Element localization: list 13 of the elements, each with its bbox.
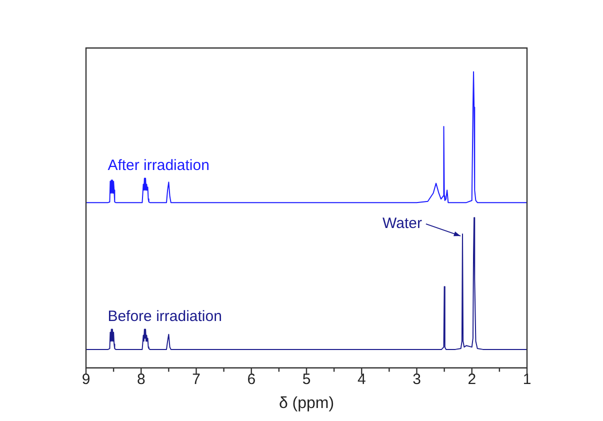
x-tick-label: 9: [82, 370, 90, 388]
x-tick-label: 6: [247, 370, 256, 388]
annotation: Water: [382, 215, 422, 232]
x-tick-label: 5: [302, 370, 311, 388]
x-tick-label: 8: [136, 370, 146, 388]
x-tick-label: 4: [357, 370, 366, 388]
x-tick-label: 2: [468, 370, 476, 388]
x-tick-label: 7: [192, 370, 200, 388]
x-axis-title: δ (ppm): [278, 394, 334, 412]
x-tick-label: 3: [412, 370, 421, 388]
series-label: After irradiation: [108, 156, 210, 174]
x-tick-label: 1: [522, 370, 532, 388]
series-label: Before irradiation: [108, 308, 222, 325]
